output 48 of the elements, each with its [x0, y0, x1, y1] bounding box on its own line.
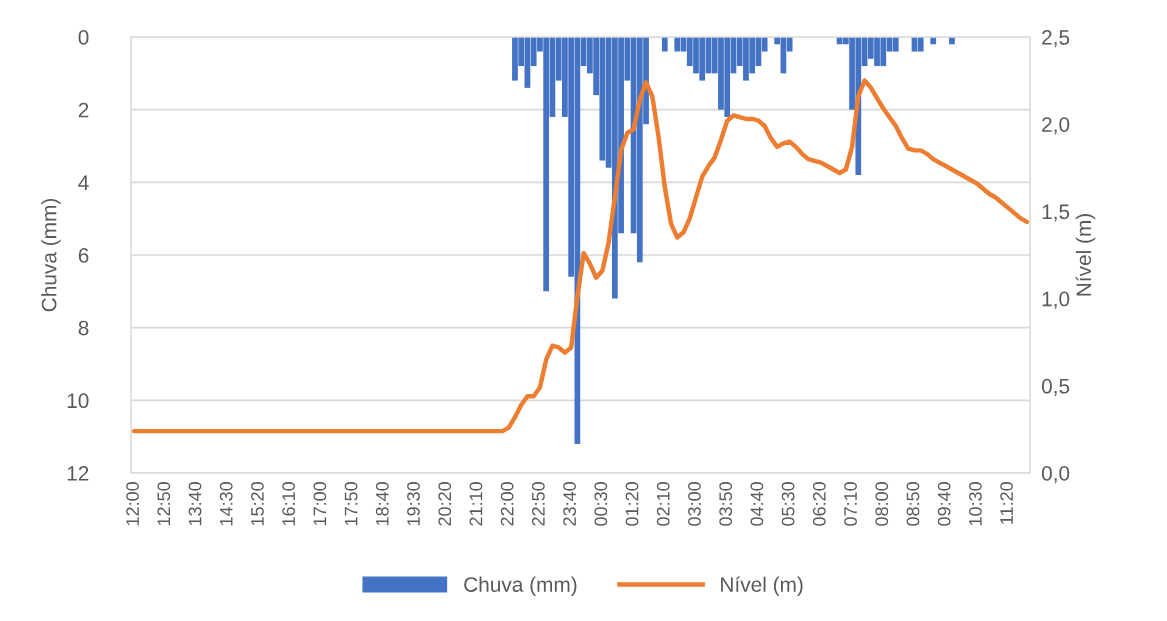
y2-tick-label: 2,0: [1042, 117, 1070, 135]
y2-tick-label: 1,5: [1042, 204, 1070, 222]
x-tick-label: 22:50: [531, 482, 545, 526]
y-tick-label: 10: [67, 393, 89, 409]
y2-tick-label: 1,0: [1042, 291, 1070, 309]
x-tick-label: 03:00: [688, 482, 701, 526]
x-tick-label: 11:20: [1000, 482, 1013, 524]
bar: [661, 37, 668, 52]
x-tick-label: 09:40: [937, 482, 951, 526]
x-tick-label: 08:50: [906, 482, 920, 526]
x-tick-label: 19:30: [407, 482, 420, 526]
y2-tick-label: 0,0: [1041, 466, 1070, 484]
x-tick-label: 12:00: [126, 482, 139, 526]
x-tick-label: 03:50: [719, 482, 733, 526]
y2-axis-title: Nível (m): [1075, 214, 1096, 296]
y-tick-label: 6: [78, 248, 89, 263]
x-tick-label: 04:40: [750, 482, 764, 526]
y2-tick-label: 0,5: [1041, 378, 1070, 397]
x-tick-label: 16:10: [282, 482, 296, 526]
x-tick-label: 05:30: [781, 482, 795, 526]
line-series: [131, 78, 1030, 434]
legend-label: Chuva (mm): [464, 576, 577, 597]
x-tick-label: 21:10: [469, 482, 483, 526]
y-tick-label: 8: [78, 320, 89, 336]
x-tick-label: 01:20: [625, 482, 639, 526]
x-tick-label: 17:50: [344, 482, 358, 526]
y-axis-title: Chuva (mm): [41, 198, 61, 312]
x-tick-label: 10:30: [969, 482, 982, 526]
x-tick-label: 17:00: [313, 482, 327, 526]
x-tick-label: 18:40: [375, 482, 389, 526]
x-tick-label: 15:20: [251, 482, 264, 526]
legend-label: Nível (m): [721, 576, 803, 597]
x-tick-label: 00:30: [594, 482, 608, 526]
x-tick-label: 07:10: [844, 482, 857, 526]
y-tick-label: 2: [78, 102, 89, 118]
x-tick-label: 06:20: [812, 482, 826, 526]
y-tick-label: 0: [78, 30, 89, 45]
x-tick-label: 12:50: [157, 482, 171, 526]
y2-tick-label: 2,5: [1042, 30, 1070, 48]
y-tick-label: 4: [78, 175, 89, 190]
y-tick-label: 12: [67, 466, 89, 481]
x-tick-label: 22:00: [500, 482, 514, 526]
x-tick-label: 13:40: [188, 482, 202, 526]
x-tick-label: 20:20: [438, 482, 452, 526]
x-tick-label: 23:40: [563, 482, 576, 526]
x-tick-label: 02:10: [656, 482, 670, 526]
x-tick-label: 08:00: [875, 482, 889, 526]
x-tick-label: 14:30: [219, 482, 233, 526]
